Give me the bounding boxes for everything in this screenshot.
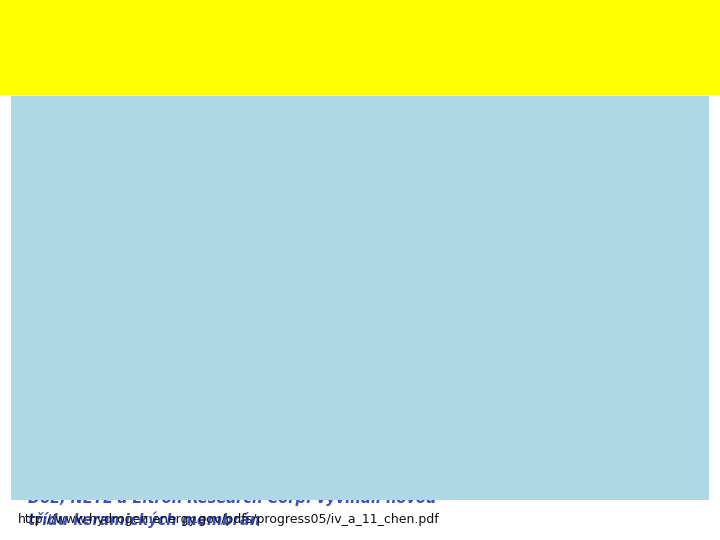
FancyBboxPatch shape	[577, 193, 698, 267]
Text: embrane: embrane	[433, 33, 654, 71]
Text: C: C	[184, 28, 222, 76]
Ellipse shape	[612, 4, 649, 38]
Text: M: M	[654, 28, 704, 76]
Text: http://www.hydrogen.energy.gov/pdfs/progress05/iv_a_11_chen.pdf: http://www.hydrogen.energy.gov/pdfs/prog…	[18, 514, 440, 526]
Text: 2: 2	[516, 291, 522, 300]
Text: 5.: 5.	[12, 33, 67, 71]
Text: ethod: ethod	[704, 33, 720, 71]
Text: N: N	[67, 28, 109, 76]
FancyBboxPatch shape	[454, 267, 577, 342]
FancyBboxPatch shape	[454, 342, 577, 417]
Text: H: H	[497, 145, 516, 165]
Text: Česká technologická platforma: Česká technologická platforma	[607, 80, 689, 86]
Text: ew: ew	[109, 33, 184, 71]
Text: CH4: CH4	[498, 222, 533, 238]
FancyBboxPatch shape	[577, 118, 698, 193]
FancyBboxPatch shape	[577, 417, 698, 491]
Text: H: H	[497, 444, 516, 464]
Text: CO: CO	[495, 367, 535, 392]
Text: CO: CO	[491, 297, 516, 312]
FancyBboxPatch shape	[454, 118, 577, 193]
Text: The newly patented material is the key to a
revolutionary gas-to-liquids technol: The newly patented material is the key t…	[28, 393, 391, 491]
FancyBboxPatch shape	[454, 193, 577, 267]
Text: M: M	[384, 28, 433, 76]
Text: /CO: /CO	[521, 145, 564, 165]
Circle shape	[638, 1, 658, 14]
Text: 2: 2	[516, 139, 525, 153]
FancyBboxPatch shape	[577, 267, 698, 342]
Text: DoE, NETL a Eltron Research Corp. vyvinuli novou
třídu keramických membrán: DoE, NETL a Eltron Research Corp. vyvinu…	[28, 491, 436, 528]
Text: Projected End Date: February 28, 2010: Projected End Date: February 28, 2010	[28, 425, 348, 440]
Text: 2: 2	[516, 438, 525, 452]
Text: BIOPALIVA: BIOPALIVA	[618, 63, 678, 73]
FancyBboxPatch shape	[454, 417, 577, 491]
Text: eramic: eramic	[222, 33, 384, 71]
FancyBboxPatch shape	[577, 342, 698, 417]
Ellipse shape	[647, 4, 684, 38]
Text: Ostatní způsoby vyžadují 2, nebo více energeticky
náročných kroků k výrobě SYNGA: Ostatní způsoby vyžadují 2, nebo více en…	[28, 249, 477, 351]
